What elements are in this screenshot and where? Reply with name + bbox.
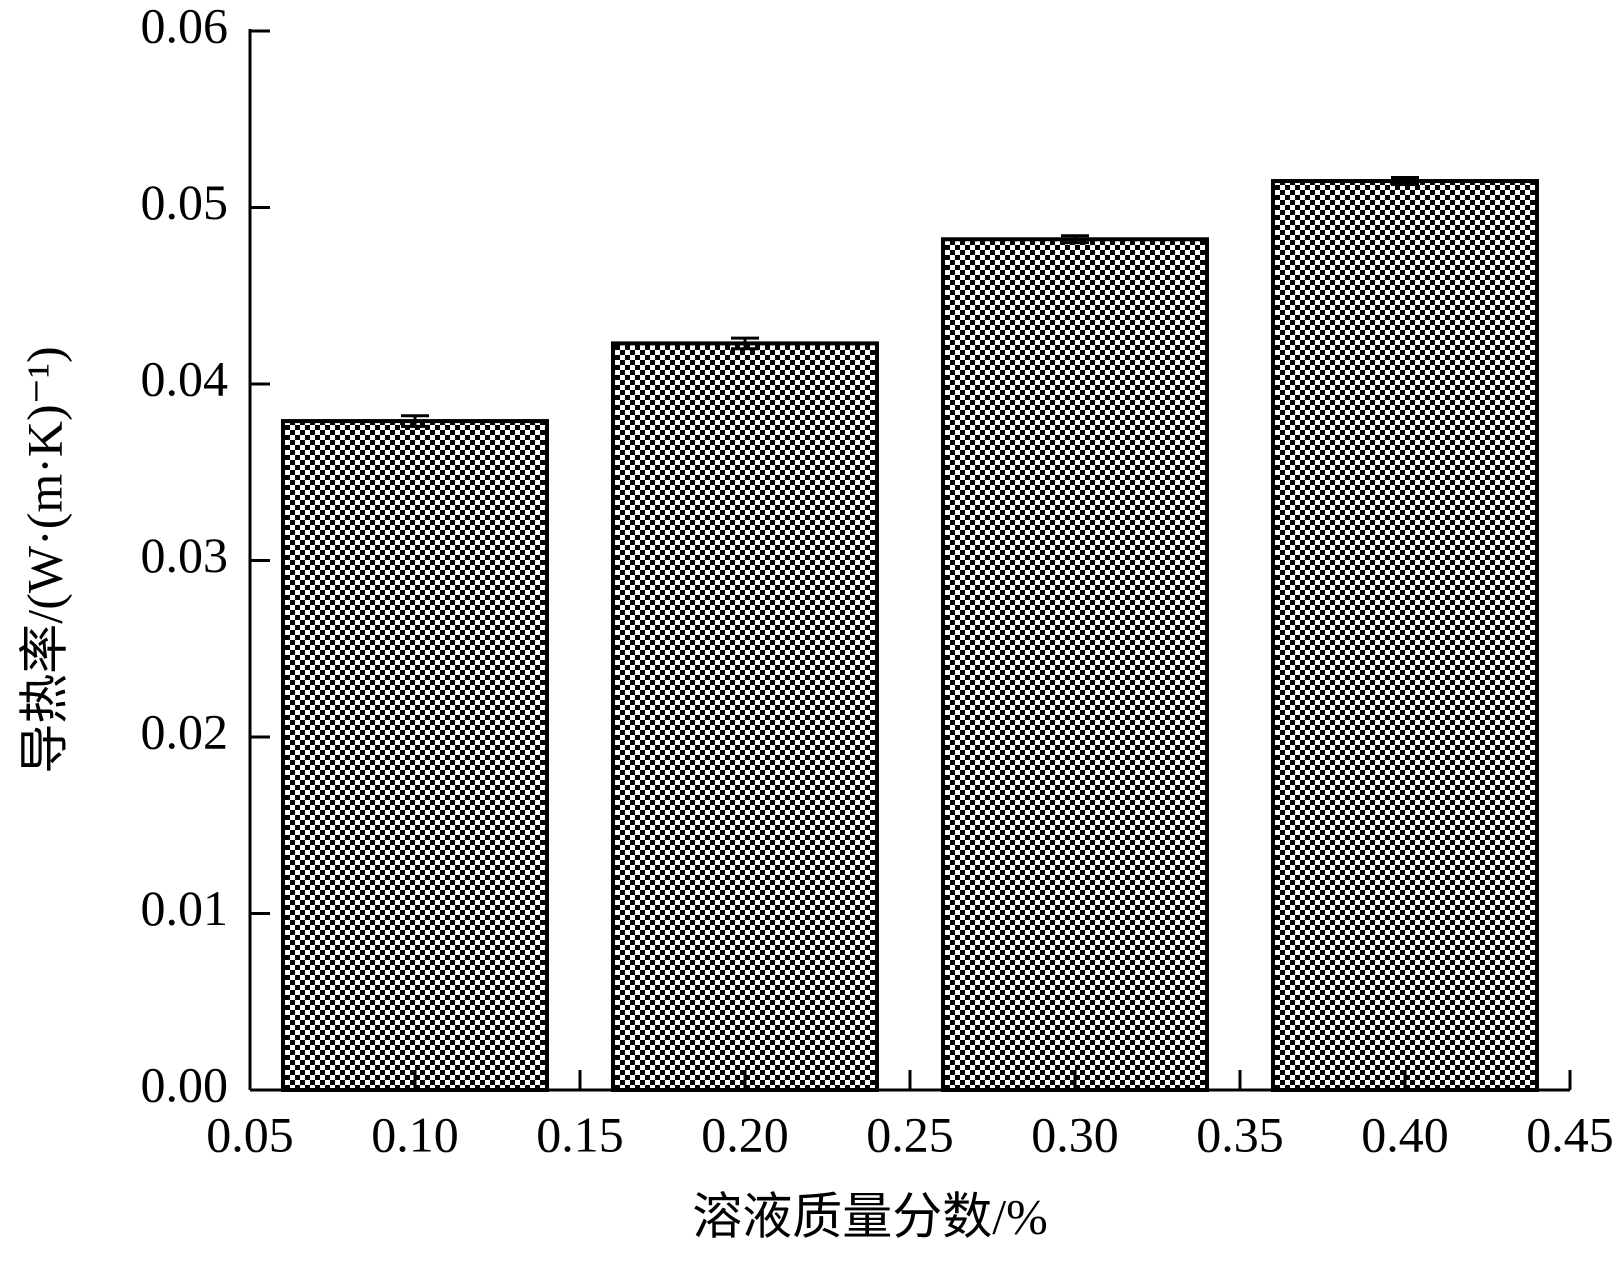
x-tick-label: 0.20: [701, 1106, 789, 1162]
x-axis-title: 溶液质量分数/%: [692, 1188, 1048, 1244]
y-tick-label: 0.04: [141, 350, 229, 406]
x-tick-label: 0.25: [866, 1106, 954, 1162]
bar: [941, 237, 1209, 1092]
bar: [611, 341, 879, 1092]
x-tick-label: 0.05: [206, 1106, 294, 1162]
bar: [1271, 179, 1539, 1092]
x-tick-label: 0.40: [1361, 1106, 1449, 1162]
x-tick-label: 0.15: [536, 1106, 624, 1162]
y-axis-title: 导热率/(W·(m·K)⁻¹): [16, 346, 72, 773]
bar: [281, 419, 549, 1092]
y-tick-label: 0.00: [141, 1056, 229, 1112]
x-tick-label: 0.30: [1031, 1106, 1119, 1162]
x-tick-label: 0.10: [371, 1106, 459, 1162]
y-tick-label: 0.05: [141, 174, 229, 230]
x-tick-label: 0.45: [1526, 1106, 1614, 1162]
x-tick-label: 0.35: [1196, 1106, 1284, 1162]
y-tick-label: 0.03: [141, 527, 229, 583]
y-tick-label: 0.01: [141, 880, 229, 936]
y-tick-label: 0.06: [141, 0, 229, 53]
y-tick-label: 0.02: [141, 703, 229, 759]
